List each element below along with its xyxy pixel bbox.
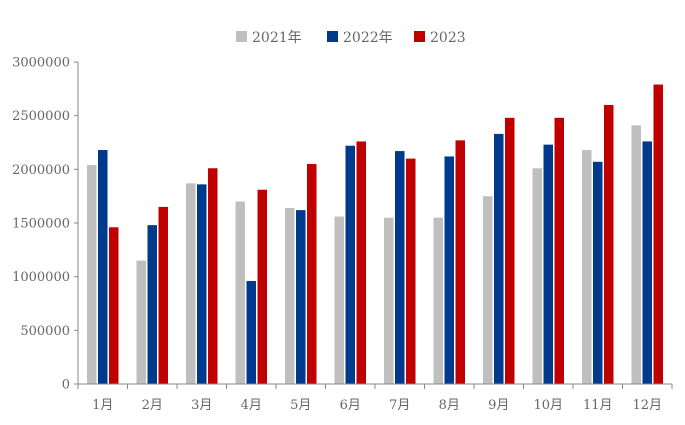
- bar-2-7: [395, 151, 405, 384]
- legend-swatch-2: [327, 31, 338, 42]
- x-tick-label: 6月: [340, 398, 361, 413]
- bar-2-12: [642, 141, 652, 384]
- x-tick-label: 2月: [142, 398, 163, 413]
- legend-label-3: 2023: [430, 30, 466, 46]
- x-tick-label: 12月: [632, 398, 662, 413]
- y-tick-label: 2500000: [12, 109, 70, 124]
- bar-1-7: [384, 217, 394, 384]
- bar-1-4: [235, 201, 245, 384]
- y-tick-label: 1500000: [12, 217, 70, 232]
- bar-2-4: [246, 280, 256, 384]
- y-tick-label: 2000000: [12, 163, 70, 178]
- x-tick-label: 11月: [583, 398, 613, 413]
- legend-swatch-1: [236, 31, 247, 42]
- bar-2-11: [593, 161, 603, 384]
- x-tick-label: 7月: [389, 398, 410, 413]
- bar-3-9: [505, 117, 515, 385]
- bar-3-7: [406, 158, 416, 384]
- bar-1-12: [631, 125, 641, 385]
- bar-2-9: [494, 133, 504, 384]
- bar-3-8: [455, 140, 465, 384]
- bar-2-8: [444, 156, 454, 384]
- legend-label-1: 2021年: [252, 30, 302, 46]
- bar-3-12: [653, 84, 663, 384]
- bar-1-2: [136, 260, 146, 384]
- bar-2-5: [296, 210, 306, 384]
- bar-1-5: [285, 207, 295, 384]
- bar-2-10: [543, 144, 553, 384]
- bar-1-1: [87, 165, 97, 384]
- bar-3-10: [554, 117, 564, 385]
- bar-1-3: [186, 183, 196, 384]
- x-tick-label: 10月: [533, 398, 563, 413]
- x-tick-label: 3月: [191, 398, 212, 413]
- x-tick-label: 1月: [92, 398, 113, 413]
- bar-3-5: [307, 163, 317, 384]
- bar-1-6: [334, 216, 344, 384]
- x-tick-label: 9月: [488, 398, 509, 413]
- bar-3-11: [604, 104, 614, 384]
- bars-group: [87, 84, 663, 385]
- bar-1-9: [483, 196, 493, 384]
- y-axis: 0 500000 1000000 1500000 2000000 2500000 30000…: [12, 56, 79, 393]
- legend-swatch-3: [414, 31, 425, 42]
- bar-3-2: [158, 206, 168, 384]
- x-axis: 1月 2月 3月 4月 5月 6月 7月 8月 9月 10月 11月 12月: [77, 383, 673, 413]
- chart-legend: 2021年 2022年 2023: [236, 30, 466, 46]
- bar-1-11: [582, 150, 592, 384]
- bar-1-10: [532, 168, 542, 384]
- bar-3-6: [356, 141, 366, 384]
- y-tick-label: 0: [62, 378, 70, 393]
- bar-2-6: [345, 145, 355, 384]
- bar-1-8: [433, 217, 443, 384]
- x-tick-label: 8月: [439, 398, 460, 413]
- x-tick-label: 4月: [241, 398, 262, 413]
- bar-2-2: [147, 225, 157, 384]
- bar-2-1: [98, 150, 108, 384]
- x-tick-label: 5月: [290, 398, 311, 413]
- legend-label-2: 2022年: [343, 30, 393, 46]
- bar-3-4: [257, 189, 267, 384]
- y-tick-label: 3000000: [12, 56, 70, 71]
- bar-3-1: [109, 227, 119, 384]
- bar-2-3: [197, 184, 207, 384]
- bar-3-3: [208, 168, 218, 384]
- y-tick-label: 500000: [20, 324, 70, 339]
- y-tick-label: 1000000: [12, 270, 70, 285]
